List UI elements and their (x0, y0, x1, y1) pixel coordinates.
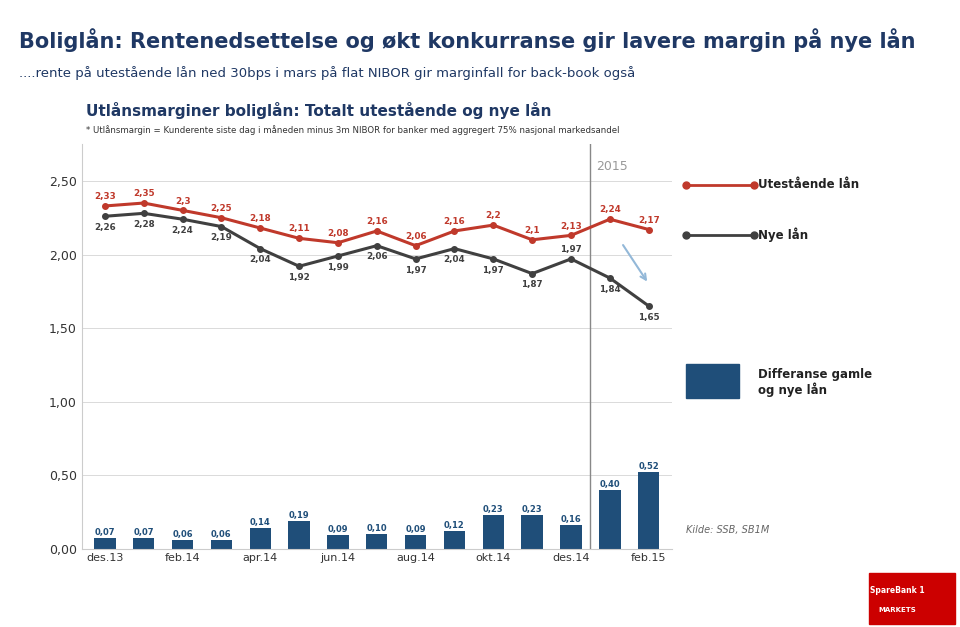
Bar (561, 525, 582, 549)
Text: 1,99: 1,99 (327, 263, 348, 271)
Text: 2,04: 2,04 (250, 255, 271, 264)
Text: 2,06: 2,06 (405, 232, 426, 241)
Text: 1,65: 1,65 (637, 313, 660, 322)
Text: 13/04/2015: 13/04/2015 (787, 593, 864, 605)
Text: 0,09: 0,09 (327, 525, 348, 534)
Text: 2,26: 2,26 (94, 223, 116, 232)
Text: 2,24: 2,24 (599, 206, 621, 214)
Bar (94, 539, 115, 549)
Text: 2,06: 2,06 (366, 252, 388, 261)
Text: Kilde: SSB, SB1M: Kilde: SSB, SB1M (686, 525, 770, 535)
Text: Utestående lån: Utestående lån (758, 179, 859, 191)
Text: 0,06: 0,06 (211, 530, 231, 539)
Text: 1,92: 1,92 (288, 273, 310, 282)
Text: 2,16: 2,16 (444, 217, 466, 226)
Bar (133, 539, 155, 549)
Text: 2,19: 2,19 (210, 233, 232, 242)
Bar (250, 528, 271, 549)
Bar (327, 535, 348, 549)
Text: Differanse gamle
og nye lån: Differanse gamle og nye lån (758, 367, 873, 398)
Bar (211, 540, 232, 549)
Text: 11: 11 (24, 591, 43, 606)
Text: 0,09: 0,09 (405, 525, 426, 534)
Text: MARKETS: MARKETS (878, 607, 917, 613)
Text: 0,16: 0,16 (561, 515, 582, 524)
Text: Nye lån: Nye lån (758, 228, 808, 243)
Bar (172, 540, 193, 549)
Text: 2,17: 2,17 (637, 216, 660, 224)
Text: * Utlånsmargin = Kunderente siste dag i måneden minus 3m NIBOR for banker med ag: * Utlånsmargin = Kunderente siste dag i … (86, 125, 620, 135)
Text: 0,23: 0,23 (483, 505, 504, 514)
Bar (444, 531, 466, 549)
Text: 2,24: 2,24 (172, 226, 194, 235)
Text: 2,16: 2,16 (366, 217, 388, 226)
Text: 1,97: 1,97 (560, 245, 582, 254)
Text: 1,84: 1,84 (599, 285, 621, 293)
Text: 0,23: 0,23 (522, 505, 542, 514)
Text: SpareBank 1: SpareBank 1 (871, 586, 924, 595)
Text: 0,14: 0,14 (250, 518, 271, 527)
Text: 2,35: 2,35 (132, 189, 155, 198)
Text: 0,06: 0,06 (172, 530, 193, 539)
Text: 0,19: 0,19 (289, 510, 309, 520)
Text: 2,11: 2,11 (288, 224, 310, 233)
Bar (521, 515, 542, 549)
Bar (288, 520, 310, 549)
Text: 0,12: 0,12 (444, 521, 465, 530)
Text: 2,33: 2,33 (94, 192, 116, 201)
Text: 2,04: 2,04 (444, 255, 466, 264)
Text: 0,07: 0,07 (133, 528, 154, 537)
Text: 1,87: 1,87 (521, 280, 543, 289)
Text: 0,07: 0,07 (95, 528, 115, 537)
Text: 2,08: 2,08 (327, 229, 348, 238)
Text: 2,25: 2,25 (210, 204, 232, 213)
Bar (405, 535, 426, 549)
Text: ....rente på utestående lån ned 30bps i mars på flat NIBOR gir marginfall for ba: ....rente på utestående lån ned 30bps i … (19, 66, 636, 80)
Text: 1,97: 1,97 (405, 266, 426, 275)
Text: 2,28: 2,28 (132, 220, 155, 229)
Text: 1,97: 1,97 (483, 266, 504, 275)
Bar (638, 472, 660, 549)
Text: Boliglån: Rentenedsettelse og økt konkurranse gir lavere margin på nye lån: Boliglån: Rentenedsettelse og økt konkur… (19, 28, 916, 52)
Text: 2,13: 2,13 (560, 221, 582, 231)
Bar (483, 515, 504, 549)
Text: 0,52: 0,52 (638, 462, 660, 471)
Text: Utlånsmarginer boliglån: Totalt utestående og nye lån: Utlånsmarginer boliglån: Totalt uteståen… (86, 102, 552, 119)
Text: 2,3: 2,3 (175, 196, 190, 206)
Text: 0,40: 0,40 (600, 480, 620, 488)
Bar (599, 490, 620, 549)
Text: 2,2: 2,2 (486, 211, 501, 220)
Text: 2,18: 2,18 (250, 214, 271, 223)
FancyBboxPatch shape (869, 573, 955, 624)
Text: 2015: 2015 (596, 160, 628, 173)
Bar (366, 534, 388, 549)
Text: 0,10: 0,10 (367, 524, 387, 533)
Text: 2,1: 2,1 (524, 226, 540, 235)
